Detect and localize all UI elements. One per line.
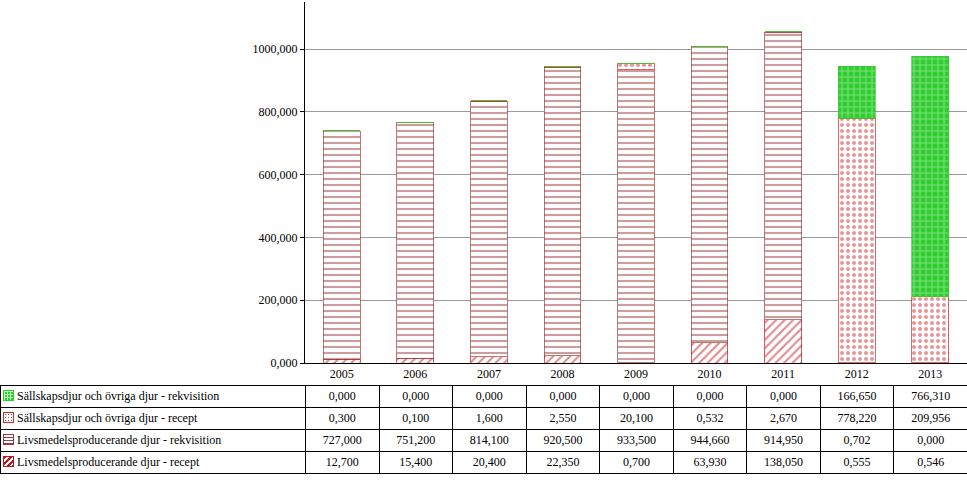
svg-text:1000,000: 1000,000	[253, 42, 298, 56]
svg-text:400,000: 400,000	[259, 231, 298, 245]
svg-text:2012: 2012	[845, 367, 869, 381]
html-text:0,702: 0,702	[843, 433, 871, 447]
html-text:933,500: 933,500	[617, 433, 656, 447]
html-text:766,310: 766,310	[911, 389, 951, 403]
html-text:166,650: 166,650	[837, 389, 877, 403]
html-text:0,532: 0,532	[696, 411, 724, 425]
html-text:0,546: 0,546	[917, 455, 945, 469]
html-text:22,350: 22,350	[546, 455, 580, 469]
html-text:63,930: 63,930	[693, 455, 727, 469]
svg-text:2008: 2008	[550, 367, 574, 381]
html-text:20,100: 20,100	[620, 411, 653, 425]
html-text:914,950: 914,950	[764, 433, 803, 447]
html-text:0,300: 0,300	[328, 411, 356, 425]
svg-text:600,000: 600,000	[259, 168, 298, 182]
html-text:Sällskapsdjur och övriga djur: Sällskapsdjur och övriga djur - rekvisit…	[17, 389, 220, 403]
html-text:0,000: 0,000	[770, 389, 797, 403]
html-text:0,000: 0,000	[623, 389, 650, 403]
html-text:Livsmedelsproducerande djur -: Livsmedelsproducerande djur - rekvisitio…	[17, 433, 222, 447]
html-text:2,550: 2,550	[549, 411, 577, 425]
svg-text:200,000: 200,000	[259, 293, 298, 307]
svg-text:2005: 2005	[330, 367, 354, 381]
svg-text:2013: 2013	[918, 367, 942, 381]
html-text:Sällskapsdjur och övriga djur: Sällskapsdjur och övriga djur - recept	[17, 411, 198, 425]
html-text:209,956: 209,956	[911, 411, 951, 425]
html-text:0,555: 0,555	[843, 455, 871, 469]
html-text:751,200: 751,200	[396, 433, 436, 447]
html-text:778,220: 778,220	[837, 411, 877, 425]
html-text:0,000: 0,000	[917, 433, 945, 447]
html-text:0,000: 0,000	[402, 389, 430, 403]
html-text:Livsmedelsproducerande djur -: Livsmedelsproducerande djur - recept	[17, 455, 200, 469]
html-text:814,100: 814,100	[469, 433, 509, 447]
svg-text:2011: 2011	[771, 367, 795, 381]
html-text:0,000: 0,000	[475, 389, 503, 403]
html-text:0,100: 0,100	[402, 411, 430, 425]
html-text:12,700: 12,700	[325, 455, 359, 469]
html-text:727,000: 727,000	[322, 433, 362, 447]
html-text:0,000: 0,000	[696, 389, 724, 403]
html-text:0,000: 0,000	[549, 389, 577, 403]
html-text:1,600: 1,600	[475, 411, 503, 425]
svg-text:800,000: 800,000	[259, 105, 298, 119]
html-text:20,400: 20,400	[472, 455, 506, 469]
html-text:138,050: 138,050	[764, 455, 803, 469]
html-text:15,400: 15,400	[399, 455, 433, 469]
html-text:2,670: 2,670	[770, 411, 797, 425]
svg-text:2006: 2006	[403, 367, 427, 381]
svg-text:2007: 2007	[477, 367, 501, 381]
svg-text:0,000: 0,000	[271, 356, 298, 370]
html-text:920,500: 920,500	[543, 433, 583, 447]
html-text:0,700: 0,700	[623, 455, 650, 469]
svg-text:2009: 2009	[624, 367, 648, 381]
svg-text:2010: 2010	[698, 367, 722, 381]
html-text:0,000: 0,000	[328, 389, 356, 403]
html-text:944,660: 944,660	[690, 433, 730, 447]
